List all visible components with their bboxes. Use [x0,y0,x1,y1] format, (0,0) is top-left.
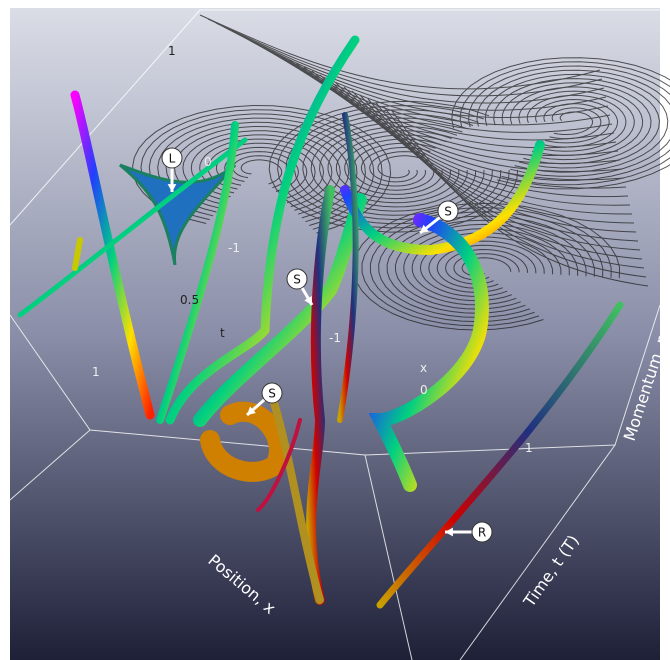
tick-label: 1 [525,441,533,455]
tick-label: x [420,361,427,375]
streamline [501,82,652,165]
streamline [199,138,325,204]
marker-arrowhead [420,224,429,233]
marker-circle [161,147,183,169]
streamline [351,90,639,242]
marker-arrowhead [304,296,312,305]
tick-label: t [220,326,225,340]
streamline [207,18,603,97]
streamline [553,111,594,135]
marker-circle [471,521,493,543]
streamline [549,107,602,140]
streamline [484,73,669,173]
marker-arrowhead [445,527,453,537]
streamline [518,90,635,156]
streamline [207,142,316,200]
streamline [459,61,670,186]
tick-label: 0 [420,383,428,397]
streamline [428,240,545,293]
tick-label: 1 [168,44,176,58]
streamline [359,94,641,251]
streamline [293,113,493,221]
marker-label: S [293,273,301,287]
streamline [543,103,610,144]
marker-circle [286,268,308,290]
marker-circle [261,382,283,404]
streamline [383,106,647,278]
streamline [173,125,350,215]
streamline [343,86,637,233]
tick-label: -1 [329,331,341,345]
streamline [367,98,643,260]
streamline [327,78,633,215]
tick-label: 0.5 [180,293,199,307]
streamline [287,58,623,173]
marker-label: R [478,526,486,540]
marker-label: L [169,152,176,166]
streamline [335,134,452,200]
streamline [445,248,529,285]
tick-label: 0 [204,155,212,169]
streamline [436,244,537,289]
marker-label: S [444,205,452,219]
streamline [199,14,601,90]
streamline [451,57,670,190]
streamline [311,70,629,198]
streamline [335,82,635,224]
marker-arrowhead [167,184,177,192]
streamline [215,22,605,104]
streamline [369,151,426,183]
tubes [17,35,624,609]
streamline [360,146,431,187]
streamline [526,94,627,152]
streamline [352,142,436,191]
tick-label: 1 [92,365,100,379]
streamline [476,69,670,177]
streamline [182,130,341,211]
streamline [375,102,645,269]
streamline [510,86,644,161]
streamline [240,159,283,185]
tick-label: -1 [228,241,240,255]
streamline [132,104,392,234]
tick-labels: 1 0 -1 0.5 t 1 -1 x 0 1 [92,44,533,455]
streamline [493,78,660,169]
streamline [391,110,649,287]
marker-circle [437,200,459,222]
marker-arrowhead [247,406,256,415]
marker-label: S [268,387,276,401]
background [10,8,660,660]
markers: L S S S R [161,147,493,543]
streamline [279,54,621,164]
streamline [319,74,631,206]
streamline [535,98,619,148]
bounding-box [9,9,661,660]
streamline [468,65,670,182]
streamline [303,66,627,189]
